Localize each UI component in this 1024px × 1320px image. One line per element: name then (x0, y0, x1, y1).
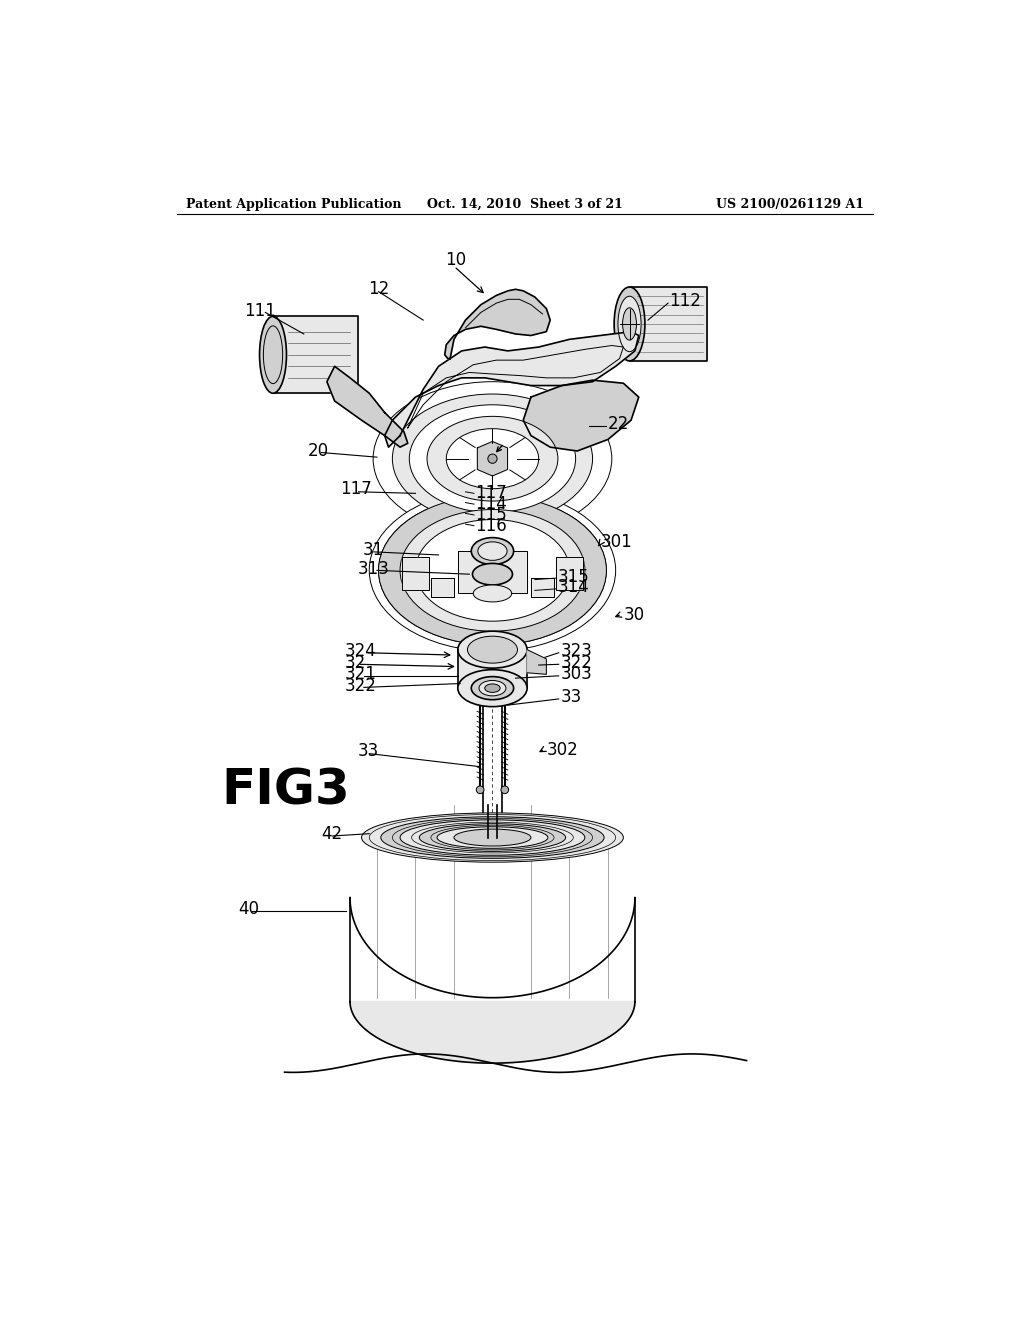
Text: 30: 30 (624, 606, 644, 624)
Ellipse shape (419, 824, 565, 851)
Text: 31: 31 (364, 541, 384, 558)
Text: Patent Application Publication: Patent Application Publication (186, 198, 401, 211)
Text: 33: 33 (357, 742, 379, 760)
Text: 40: 40 (239, 900, 259, 919)
Polygon shape (444, 289, 550, 359)
Ellipse shape (473, 585, 512, 602)
Text: 114: 114 (475, 495, 507, 513)
Polygon shape (531, 578, 554, 598)
Text: 10: 10 (444, 251, 466, 269)
Ellipse shape (467, 636, 517, 663)
Text: 302: 302 (547, 741, 579, 759)
Ellipse shape (479, 681, 506, 696)
Ellipse shape (472, 564, 512, 585)
Text: US 2100/0261129 A1: US 2100/0261129 A1 (716, 198, 863, 211)
Ellipse shape (379, 495, 606, 645)
Ellipse shape (392, 395, 593, 523)
Polygon shape (556, 557, 584, 590)
Ellipse shape (381, 817, 604, 858)
Ellipse shape (617, 296, 641, 351)
Circle shape (501, 785, 509, 793)
Ellipse shape (471, 537, 514, 565)
Text: 324: 324 (345, 643, 377, 660)
Ellipse shape (437, 826, 548, 849)
Polygon shape (401, 557, 429, 590)
Text: 115: 115 (475, 506, 507, 524)
Text: 303: 303 (560, 665, 592, 684)
Polygon shape (477, 441, 508, 477)
Text: 322: 322 (345, 677, 377, 694)
Text: 321: 321 (345, 665, 377, 684)
Text: 112: 112 (670, 292, 701, 310)
Text: 42: 42 (322, 825, 343, 843)
Polygon shape (327, 367, 408, 447)
Text: 315: 315 (558, 568, 590, 586)
Polygon shape (523, 380, 639, 451)
Ellipse shape (623, 308, 637, 341)
Ellipse shape (379, 495, 606, 645)
Polygon shape (431, 578, 454, 598)
Ellipse shape (427, 416, 558, 502)
Text: 116: 116 (475, 516, 507, 535)
Ellipse shape (259, 317, 287, 393)
Ellipse shape (410, 405, 575, 512)
Text: 111: 111 (245, 302, 276, 319)
Ellipse shape (478, 543, 507, 561)
Ellipse shape (614, 286, 645, 360)
Text: 20: 20 (307, 442, 329, 459)
Ellipse shape (373, 381, 611, 536)
Text: 117: 117 (340, 480, 372, 499)
Ellipse shape (370, 490, 615, 651)
Polygon shape (350, 898, 635, 998)
Text: 22: 22 (608, 414, 629, 433)
Text: 12: 12 (368, 280, 389, 298)
Polygon shape (458, 552, 527, 594)
Ellipse shape (361, 813, 624, 862)
Ellipse shape (458, 669, 527, 706)
Polygon shape (273, 317, 357, 393)
Polygon shape (527, 649, 547, 675)
Ellipse shape (484, 684, 500, 693)
Polygon shape (350, 1002, 635, 1063)
Ellipse shape (458, 631, 527, 668)
Text: 301: 301 (600, 533, 632, 550)
Text: 117: 117 (475, 484, 507, 503)
Text: 322: 322 (560, 653, 592, 672)
Polygon shape (458, 649, 527, 688)
Ellipse shape (400, 510, 585, 631)
Ellipse shape (416, 520, 569, 622)
Text: Oct. 14, 2010  Sheet 3 of 21: Oct. 14, 2010 Sheet 3 of 21 (427, 198, 623, 211)
Polygon shape (630, 286, 707, 360)
Text: 323: 323 (560, 643, 592, 660)
Text: 32: 32 (345, 653, 366, 672)
Text: FIG3: FIG3 (221, 767, 350, 814)
Text: 33: 33 (560, 689, 582, 706)
Circle shape (476, 785, 484, 793)
Ellipse shape (454, 829, 531, 846)
Text: 313: 313 (357, 560, 389, 578)
Ellipse shape (471, 677, 514, 700)
Ellipse shape (400, 820, 585, 855)
Text: 314: 314 (558, 578, 590, 597)
Polygon shape (385, 331, 639, 447)
Ellipse shape (446, 429, 539, 488)
Circle shape (487, 454, 497, 463)
